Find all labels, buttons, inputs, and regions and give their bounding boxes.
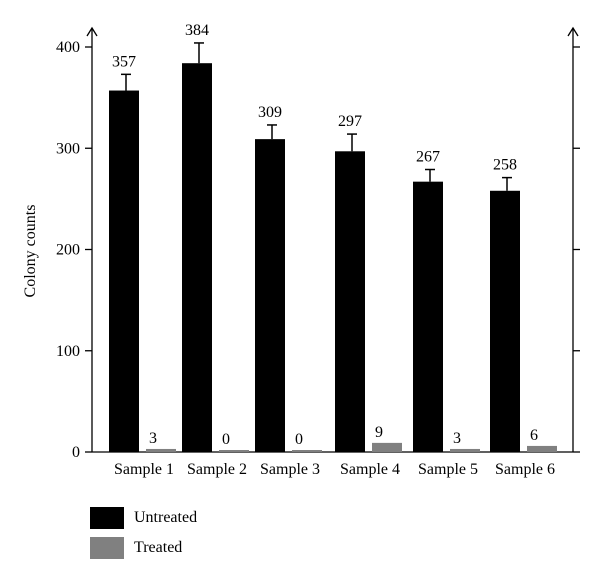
value-label-untreated: 267 [416,149,440,166]
bar-untreated [255,139,285,452]
bar-treated [527,445,557,452]
bar-treated [450,448,480,452]
y-tick-label: 200 [56,242,80,259]
bar-treated [146,448,176,452]
y-tick-label: 300 [56,140,80,157]
x-tick-label: Sample 4 [340,461,400,478]
y-tick-label: 400 [56,39,80,56]
value-label-treated: 9 [375,424,383,441]
x-tick-label: Sample 5 [418,461,478,478]
legend-swatch-untreated [90,507,124,529]
value-label-untreated: 297 [338,113,362,130]
bar-untreated [413,181,443,452]
legend-label-treated: Treated [134,539,183,556]
bar-untreated [182,63,212,452]
bar-untreated [109,90,139,452]
value-label-treated: 0 [295,431,303,448]
bar-treated [292,450,322,452]
bar-untreated [335,151,365,452]
value-label-treated: 3 [149,430,157,447]
value-label-untreated: 384 [185,22,209,39]
value-label-untreated: 309 [258,104,282,121]
y-axis-right-arrow [567,26,579,37]
legend-swatch-treated [90,537,124,559]
value-label-treated: 6 [530,427,538,444]
value-label-untreated: 258 [493,157,517,174]
legend: Untreated Treated [90,505,197,565]
bar-treated [219,450,249,452]
value-label-untreated: 357 [112,53,136,70]
y-axis-label: Colony counts [22,205,39,298]
bar-treated [372,442,402,452]
x-tick-label: Sample 3 [260,461,320,478]
legend-item-untreated: Untreated [90,505,197,531]
x-tick-label: Sample 6 [495,461,555,478]
legend-item-treated: Treated [90,535,197,561]
y-tick-label: 100 [56,343,80,360]
bar-untreated [490,190,520,452]
x-tick-label: Sample 1 [114,461,174,478]
y-axis-left-arrow [86,26,98,37]
bars [109,42,557,452]
legend-label-untreated: Untreated [134,509,198,526]
value-label-treated: 3 [453,430,461,447]
x-tick-label: Sample 2 [187,461,247,478]
value-label-treated: 0 [222,431,230,448]
labels: 357 3 Sample 1 384 0 Sample 2 309 0 Sample 3 297 9… [112,22,555,478]
y-tick-label: 0 [72,444,80,461]
